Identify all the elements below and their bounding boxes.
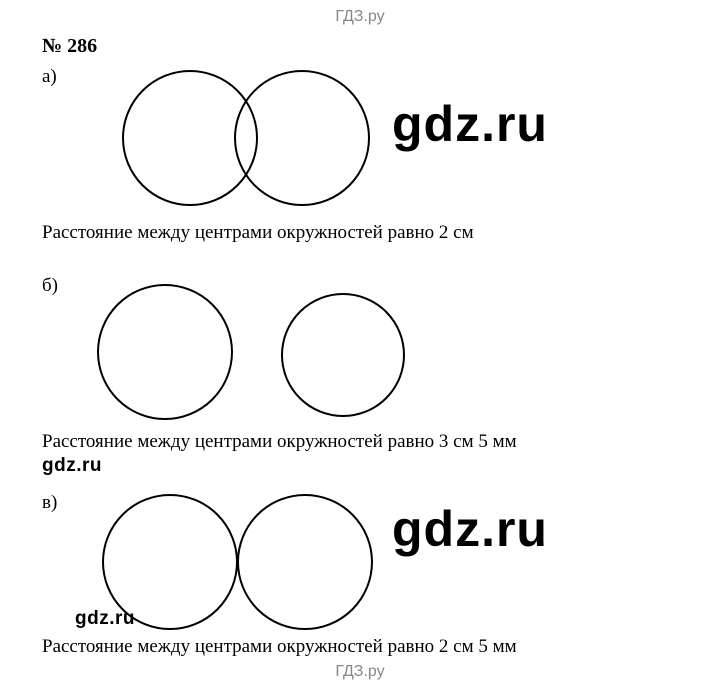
circle-v-2: [237, 494, 373, 630]
section-label-a: а): [42, 66, 57, 88]
footer-watermark: ГДЗ.ру: [0, 663, 720, 681]
watermark-small-1: gdz.ru: [42, 455, 102, 477]
watermark-big-1: gdz.ru: [392, 95, 548, 153]
description-v: Расстояние между центрами окружностей ра…: [42, 636, 517, 658]
circle-b-2: [281, 293, 405, 417]
circle-b-1: [97, 284, 233, 420]
description-b: Расстояние между центрами окружностей ра…: [42, 431, 517, 453]
problem-number: № 286: [42, 35, 97, 58]
header-watermark: ГДЗ.ру: [0, 8, 720, 26]
description-a: Расстояние между центрами окружностей ра…: [42, 222, 474, 244]
watermark-small-2: gdz.ru: [75, 608, 135, 630]
section-label-v: в): [42, 492, 57, 514]
circle-a-2: [234, 70, 370, 206]
watermark-big-2: gdz.ru: [392, 500, 548, 558]
section-label-b: б): [42, 275, 58, 297]
